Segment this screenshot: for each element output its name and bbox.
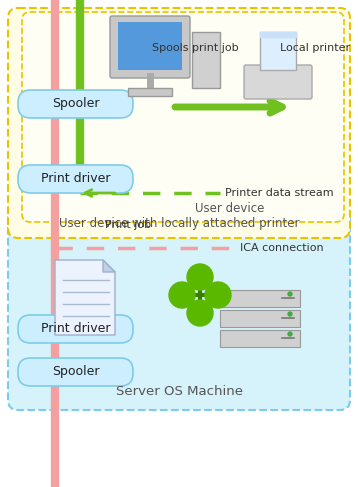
Circle shape xyxy=(288,292,292,296)
Circle shape xyxy=(187,300,213,326)
Circle shape xyxy=(187,264,213,290)
Text: Local printer: Local printer xyxy=(280,43,350,53)
FancyBboxPatch shape xyxy=(22,12,344,222)
Circle shape xyxy=(169,282,195,308)
FancyBboxPatch shape xyxy=(18,315,133,343)
Text: ICA connection: ICA connection xyxy=(240,243,324,253)
Text: User device with locally attached printer: User device with locally attached printe… xyxy=(59,217,299,230)
FancyBboxPatch shape xyxy=(220,290,300,307)
Text: Spools print job: Spools print job xyxy=(152,43,238,53)
Text: Print driver: Print driver xyxy=(41,322,110,336)
Text: Server OS Machine: Server OS Machine xyxy=(116,385,242,398)
Text: Print job: Print job xyxy=(105,220,151,230)
Polygon shape xyxy=(55,260,115,335)
FancyBboxPatch shape xyxy=(18,165,133,193)
Text: Spooler: Spooler xyxy=(52,366,99,378)
FancyBboxPatch shape xyxy=(18,358,133,386)
FancyBboxPatch shape xyxy=(118,22,182,70)
FancyBboxPatch shape xyxy=(220,330,300,347)
FancyBboxPatch shape xyxy=(8,8,350,238)
FancyBboxPatch shape xyxy=(192,32,220,88)
FancyBboxPatch shape xyxy=(18,90,133,118)
Circle shape xyxy=(288,312,292,316)
Text: Printer data stream: Printer data stream xyxy=(225,188,334,198)
FancyBboxPatch shape xyxy=(110,16,190,78)
Circle shape xyxy=(205,282,231,308)
Text: Print driver: Print driver xyxy=(41,172,110,186)
FancyBboxPatch shape xyxy=(260,32,296,70)
FancyBboxPatch shape xyxy=(128,88,172,96)
FancyBboxPatch shape xyxy=(220,310,300,327)
FancyBboxPatch shape xyxy=(8,210,350,410)
Circle shape xyxy=(288,332,292,336)
Text: Spooler: Spooler xyxy=(52,97,99,111)
Polygon shape xyxy=(103,260,115,272)
FancyBboxPatch shape xyxy=(244,65,312,99)
Text: User device: User device xyxy=(195,202,265,215)
